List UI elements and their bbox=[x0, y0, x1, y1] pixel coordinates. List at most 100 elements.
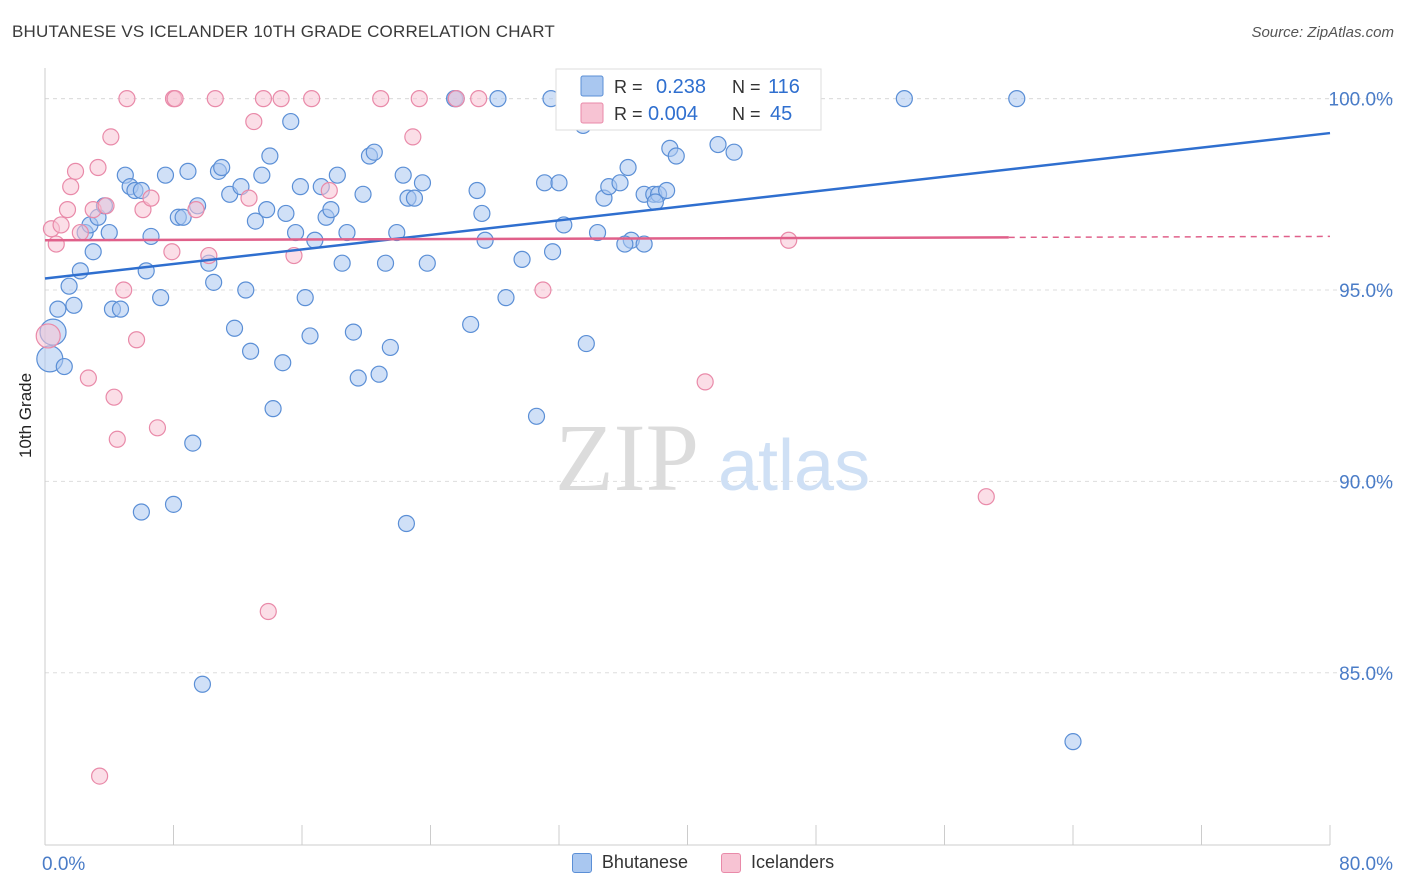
bhutanese-point bbox=[577, 334, 595, 353]
bhutanese-point bbox=[619, 158, 637, 177]
bhutanese-point bbox=[476, 231, 494, 249]
bhutanese-point bbox=[1008, 90, 1026, 108]
bhutanese-point bbox=[550, 174, 568, 192]
tick-labels: 85.0% 90.0% 95.0% 100.0% 0.0% 80.0% bbox=[42, 90, 1393, 875]
legend-item-icelanders[interactable]: Icelanders bbox=[721, 852, 834, 873]
icelanders-point bbox=[410, 90, 428, 108]
bhutanese-point bbox=[55, 357, 73, 376]
icelanders-point bbox=[102, 128, 120, 146]
bhutanese-point bbox=[405, 189, 424, 207]
icelanders-point bbox=[91, 767, 109, 785]
icelanders-point bbox=[115, 281, 133, 299]
bhutanese-point bbox=[156, 166, 175, 184]
icelanders-point bbox=[108, 430, 126, 448]
icelanders-point bbox=[696, 373, 714, 391]
bhutanese-point bbox=[328, 166, 346, 184]
bhutanese-point bbox=[264, 400, 282, 418]
bhutanese-point bbox=[462, 315, 480, 334]
bhutanese-point bbox=[65, 296, 83, 314]
bhutanese-point bbox=[376, 254, 395, 272]
legend-n-label-2: N = bbox=[732, 104, 761, 124]
bhutanese-point bbox=[111, 300, 130, 318]
bhutanese-point bbox=[174, 208, 192, 226]
bhutanese-point bbox=[253, 166, 271, 184]
icelanders-point bbox=[163, 243, 181, 261]
axes bbox=[44, 68, 1331, 846]
x-tick-label: 0.0% bbox=[42, 854, 85, 875]
watermark-zip: ZIP bbox=[555, 404, 699, 511]
bhutanese-point bbox=[301, 327, 319, 345]
bhutanese-point bbox=[277, 204, 295, 223]
icelanders-point bbox=[62, 178, 80, 196]
icelanders-point bbox=[534, 281, 552, 299]
y-tick-label: 95.0% bbox=[1339, 281, 1393, 302]
bhutanese-point bbox=[100, 223, 118, 242]
bhutanese-point bbox=[205, 273, 223, 291]
legend-r-label-1: R = bbox=[614, 77, 643, 97]
bhutanese-point bbox=[611, 174, 629, 192]
y-tick-label: 100.0% bbox=[1329, 90, 1394, 111]
icelanders-point bbox=[206, 90, 224, 108]
bhutanese-point bbox=[381, 338, 399, 357]
bhutanese-point bbox=[291, 178, 309, 196]
bhutanese-trend-line bbox=[44, 131, 1331, 280]
icelanders-point bbox=[105, 388, 123, 406]
legend-r-value-1: 0.238 bbox=[656, 76, 706, 98]
icelanders-point bbox=[127, 331, 146, 349]
icelanders-point bbox=[240, 189, 258, 207]
icelanders-point bbox=[142, 189, 160, 207]
bhutanese-point bbox=[184, 434, 202, 452]
bhutanese-point bbox=[394, 166, 412, 184]
stats-legend-box: R = 0.238 N = 116 R = 0.004 N = 45 bbox=[555, 68, 822, 131]
bhutanese-point bbox=[242, 342, 260, 360]
legend-label-bhutanese: Bhutanese bbox=[601, 852, 688, 872]
bhutanese-point bbox=[370, 365, 388, 383]
bhutanese-point bbox=[258, 201, 276, 219]
y-tick-label: 90.0% bbox=[1339, 472, 1393, 493]
icelanders-point bbox=[58, 201, 77, 219]
bhutanese-point bbox=[60, 277, 78, 295]
icelanders-point bbox=[66, 162, 85, 180]
bhutanese-point bbox=[635, 235, 653, 253]
legend-n-label-1: N = bbox=[732, 77, 761, 97]
bhutanese-point bbox=[397, 514, 416, 533]
bhutanese-point bbox=[513, 250, 531, 268]
icelanders-point bbox=[303, 90, 321, 108]
bhutanese-point bbox=[164, 495, 183, 513]
source-label: Source: ZipAtlas.com bbox=[1251, 24, 1394, 41]
bhutanese-point bbox=[322, 201, 340, 219]
y-tick-label: 85.0% bbox=[1339, 664, 1393, 685]
bhutanese-point bbox=[333, 254, 351, 272]
icelanders-point bbox=[372, 90, 390, 108]
legend-swatch-bhutanese bbox=[571, 852, 592, 873]
icelanders-point bbox=[89, 158, 107, 177]
icelanders-point bbox=[404, 128, 422, 146]
icelanders-point bbox=[52, 216, 70, 234]
icelanders-point bbox=[148, 419, 167, 437]
bhutanese-point bbox=[725, 143, 743, 161]
icelanders-point bbox=[97, 197, 115, 215]
bhutanese-point bbox=[49, 300, 67, 318]
icelanders-point bbox=[977, 488, 995, 506]
bhutanese-point bbox=[468, 181, 486, 200]
bhutanese-point bbox=[261, 147, 279, 165]
legend-item-bhutanese[interactable]: Bhutanese bbox=[571, 852, 688, 873]
bhutanese-point bbox=[274, 354, 292, 372]
bhutanese-point bbox=[527, 407, 546, 425]
icelanders-point bbox=[780, 231, 798, 249]
bhutanese-point bbox=[489, 90, 507, 108]
bhutanese-point bbox=[658, 181, 676, 200]
legend-n-value-1: 116 bbox=[768, 76, 800, 98]
icelanders-point bbox=[259, 602, 277, 621]
icelanders-trend-extension bbox=[1008, 235, 1331, 239]
watermark: ZIP atlas bbox=[555, 404, 870, 511]
icelanders-point bbox=[187, 201, 205, 219]
bhutanese-point bbox=[365, 143, 383, 161]
bhutanese-point bbox=[616, 235, 634, 253]
watermark-atlas: atlas bbox=[718, 426, 870, 506]
x-tick-label: 80.0% bbox=[1339, 854, 1393, 875]
bhutanese-point bbox=[418, 254, 436, 272]
icelanders-point bbox=[71, 223, 89, 242]
icelanders-point bbox=[245, 112, 263, 131]
